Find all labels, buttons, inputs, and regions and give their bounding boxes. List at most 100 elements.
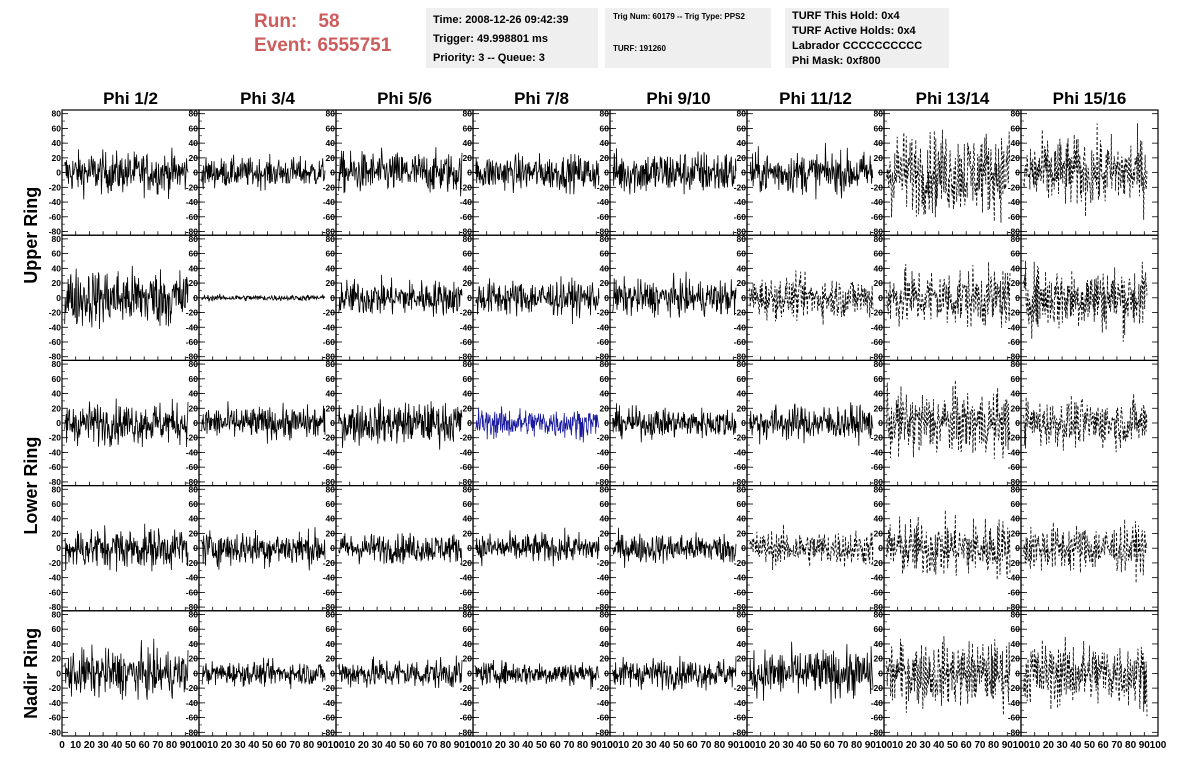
y-tick-label: 80 <box>737 234 747 244</box>
y-tick-label: 80 <box>874 234 884 244</box>
y-tick-label: 0 <box>330 293 335 303</box>
y-tick-label: 0 <box>56 668 61 678</box>
y-tick-label: 20 <box>737 654 747 664</box>
column-title: Phi 5/6 <box>377 89 432 108</box>
y-tick-label: 60 <box>1011 624 1021 634</box>
y-tick-label: -20 <box>323 308 336 318</box>
y-tick-label: 40 <box>463 263 473 273</box>
y-tick-label: 0 <box>330 168 335 178</box>
x-tick-label: 40 <box>659 740 671 751</box>
y-tick-label: -60 <box>1008 713 1021 723</box>
y-tick-label: 0 <box>467 293 472 303</box>
y-tick-label: 40 <box>189 138 199 148</box>
y-tick-label: 0 <box>741 543 746 553</box>
y-tick-label: -40 <box>871 573 884 583</box>
y-tick-label: 0 <box>604 293 609 303</box>
y-tick-label: 60 <box>600 624 610 634</box>
y-tick-label: 20 <box>326 654 336 664</box>
y-tick-label: -80 <box>460 477 473 487</box>
y-tick-label: -60 <box>460 462 473 472</box>
y-tick-label: 60 <box>52 624 62 634</box>
y-tick-label: 20 <box>874 403 884 413</box>
column-title: Phi 1/2 <box>103 89 158 108</box>
x-tick-label: 30 <box>372 740 384 751</box>
y-tick-label: 40 <box>52 514 62 524</box>
y-tick-label: -20 <box>597 558 610 568</box>
y-tick-label: -40 <box>734 197 747 207</box>
x-tick-label: 20 <box>84 740 96 751</box>
y-tick-label: 20 <box>874 278 884 288</box>
run-number: Run: 58 <box>254 11 340 32</box>
y-tick-label: 80 <box>600 359 610 369</box>
y-tick-label: 20 <box>737 153 747 163</box>
y-tick-label: 60 <box>737 249 747 259</box>
x-tick-label: 40 <box>111 740 123 751</box>
y-tick-label: -80 <box>1008 727 1021 737</box>
y-tick-label: 60 <box>52 499 62 509</box>
y-tick-label: -80 <box>323 477 336 487</box>
y-tick-label: -80 <box>460 352 473 362</box>
y-tick-label: 0 <box>56 418 61 428</box>
y-tick-label: -60 <box>323 462 336 472</box>
y-tick-label: -40 <box>871 322 884 332</box>
y-tick-label: 20 <box>326 153 336 163</box>
y-tick-label: 20 <box>189 654 199 664</box>
y-tick-label: 20 <box>874 153 884 163</box>
y-tick-label: 0 <box>878 668 883 678</box>
y-tick-label: 80 <box>737 609 747 619</box>
y-tick-label: -60 <box>597 587 610 597</box>
y-tick-label: 0 <box>604 543 609 553</box>
waveform-trace <box>749 402 874 446</box>
y-tick-label: -60 <box>597 337 610 347</box>
x-tick-label: 0 <box>196 740 202 751</box>
y-tick-label: 40 <box>600 263 610 273</box>
y-tick-label: -20 <box>460 433 473 443</box>
y-tick-label: 80 <box>189 109 199 119</box>
y-tick-label: -80 <box>597 727 610 737</box>
x-tick-label: 50 <box>536 740 548 751</box>
y-tick-label: 80 <box>874 484 884 494</box>
y-tick-label: 0 <box>467 418 472 428</box>
x-tick-label: 10 <box>481 740 493 751</box>
event-number: Event: 6555751 <box>254 35 392 56</box>
y-tick-label: 20 <box>189 278 199 288</box>
y-tick-label: -40 <box>597 322 610 332</box>
y-tick-label: 40 <box>52 263 62 273</box>
x-tick-label: 20 <box>495 740 507 751</box>
y-tick-label: -40 <box>597 573 610 583</box>
y-tick-label: 20 <box>189 403 199 413</box>
y-tick-label: 20 <box>52 278 62 288</box>
y-tick-label: 0 <box>1015 168 1020 178</box>
y-tick-label: -80 <box>871 602 884 612</box>
x-tick-label: 50 <box>399 740 411 751</box>
y-tick-label: 0 <box>1015 293 1020 303</box>
y-tick-label: 80 <box>189 609 199 619</box>
turf-text: TURF: 191260 <box>613 44 666 53</box>
y-tick-label: 40 <box>874 138 884 148</box>
y-tick-label: 40 <box>600 138 610 148</box>
y-tick-label: 80 <box>874 109 884 119</box>
y-tick-label: 60 <box>463 624 473 634</box>
x-tick-label: 100 <box>1013 740 1030 751</box>
y-tick-label: 80 <box>189 484 199 494</box>
x-tick-label: 60 <box>961 740 973 751</box>
waveform-trace <box>475 659 600 690</box>
y-tick-label: -80 <box>871 227 884 237</box>
y-tick-label: -40 <box>49 698 62 708</box>
y-tick-label: 20 <box>600 654 610 664</box>
y-tick-label: 80 <box>1011 234 1021 244</box>
y-tick-label: 20 <box>737 403 747 413</box>
x-tick-label: 70 <box>563 740 575 751</box>
y-tick-label: -80 <box>186 602 199 612</box>
run-event-label: Run: 58 Event: 6555751 <box>254 10 391 58</box>
y-tick-label: 60 <box>737 374 747 384</box>
y-tick-label: -80 <box>734 227 747 237</box>
x-tick-label: 40 <box>1070 740 1082 751</box>
y-tick-label: 60 <box>737 123 747 133</box>
y-tick-label: 40 <box>463 514 473 524</box>
y-tick-label: -80 <box>460 602 473 612</box>
y-tick-label: 20 <box>326 528 336 538</box>
y-tick-label: -40 <box>323 322 336 332</box>
y-tick-label: 60 <box>600 374 610 384</box>
y-tick-label: -20 <box>734 182 747 192</box>
